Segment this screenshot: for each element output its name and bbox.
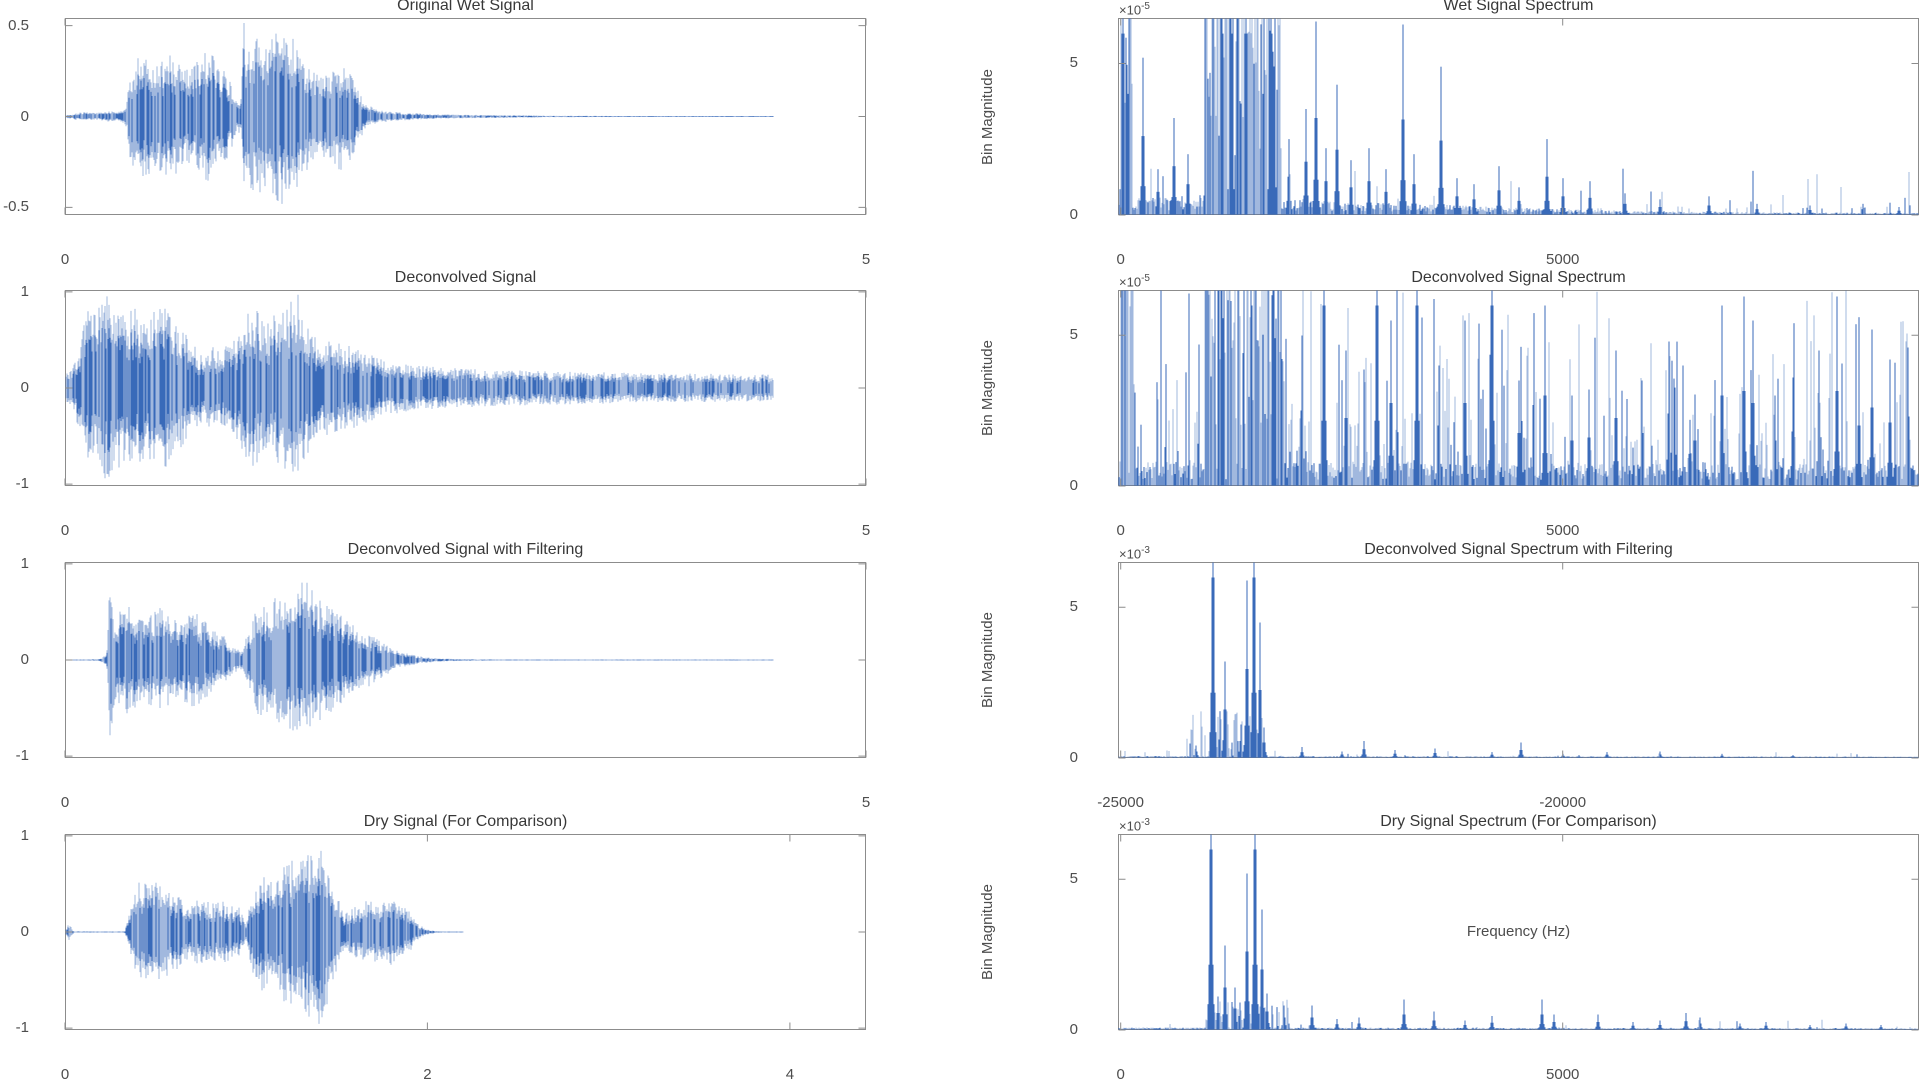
x-tick-label: 0	[1116, 1066, 1125, 1080]
x-tick-label: 5000	[1546, 1066, 1580, 1080]
x-tick-label: 4	[785, 1066, 795, 1080]
axes-box	[65, 834, 866, 1030]
axes-box	[1118, 562, 1919, 758]
tick-marks	[1118, 834, 1919, 1031]
tick-marks	[64, 18, 867, 215]
y-tick-label: 5	[1069, 54, 1078, 72]
series-light	[1118, 18, 1919, 215]
tick-marks	[64, 290, 867, 486]
exponent-power: -3	[1141, 545, 1150, 556]
plot-title: Wet Signal Spectrum	[1443, 0, 1594, 14]
plot-deconvolved-signal-spectrum-filtered	[1118, 562, 1919, 759]
series	[1118, 834, 1916, 1030]
x-tick-label: 5000	[1546, 251, 1580, 268]
exponent-power: -3	[1141, 817, 1150, 828]
exponent-power: -5	[1141, 273, 1150, 284]
x-tick-label: 0	[60, 522, 70, 539]
y-axis-label: Bin Magnitude	[979, 884, 996, 980]
plot-title: Deconvolved Signal Spectrum with Filteri…	[1364, 541, 1673, 558]
y-tick-label: 0	[20, 379, 29, 396]
x-tick-label: 0	[1116, 522, 1125, 539]
exponent-label: ×10-3	[1119, 817, 1150, 833]
exponent-label: ×10-5	[1119, 273, 1150, 289]
exponent-coeff: ×10	[1119, 2, 1142, 18]
y-tick-label: 0	[20, 107, 29, 125]
plot-title: Deconvolved Signal	[394, 269, 537, 286]
y-tick-label: 5	[1069, 326, 1078, 344]
tick-marks	[1118, 562, 1919, 759]
y-tick-label: 0	[1069, 477, 1078, 494]
x-tick-label: 5	[861, 522, 871, 539]
plot-deconvolved-signal	[64, 290, 867, 486]
y-tick-label: 5	[1069, 870, 1078, 888]
exponent-coeff: ×10	[1119, 274, 1142, 290]
y-tick-label: 1	[20, 282, 29, 300]
exponent-label: ×10-3	[1119, 545, 1150, 561]
plot-title: Original Wet Signal	[397, 0, 534, 14]
y-tick-label: 0	[20, 651, 29, 668]
series	[1123, 562, 1918, 758]
x-tick-label: 0	[60, 1066, 70, 1080]
y-axis-label: Bin Magnitude	[979, 68, 996, 165]
y-tick-label: 1	[20, 826, 29, 844]
y-tick-label: -1	[15, 747, 29, 765]
y-tick-label: 0	[1069, 206, 1078, 223]
plot-wet-signal-spectrum	[1118, 18, 1919, 216]
y-axis-label: Bin Magnitude	[979, 340, 996, 436]
x-tick-label: 5	[861, 251, 871, 268]
x-tick-label: 5	[861, 794, 871, 811]
plot-deconvolved-signal-filtered	[64, 562, 867, 758]
series	[1118, 290, 1919, 486]
plot-dry-signal	[64, 834, 866, 1030]
x-tick-label: -25000	[1097, 794, 1144, 811]
series-light	[65, 582, 774, 736]
x-tick-label: -20000	[1539, 794, 1587, 811]
y-tick-label: -1	[15, 1019, 29, 1037]
x-tick-label: 0	[1116, 251, 1125, 268]
plot-title: Deconvolved Signal Spectrum	[1411, 269, 1626, 286]
plot-title: Dry Signal (For Comparison)	[363, 813, 568, 830]
tick-marks	[64, 562, 867, 758]
y-tick-label: -1	[15, 475, 29, 493]
tick-marks	[1118, 290, 1919, 487]
plot-title: Deconvolved Signal with Filtering	[347, 541, 584, 558]
exponent-label: ×10-5	[1119, 1, 1150, 17]
exponent-coeff: ×10	[1119, 818, 1142, 834]
series-light	[1118, 562, 1919, 758]
plot-original-wet-signal	[64, 18, 867, 215]
series	[1119, 18, 1919, 215]
x-tick-label: 2	[423, 1066, 432, 1080]
plot-title: Dry Signal Spectrum (For Comparison)	[1380, 813, 1657, 830]
y-tick-label: 0.5	[8, 16, 29, 34]
tick-marks	[1118, 18, 1919, 216]
series	[67, 49, 774, 180]
tick-marks	[64, 834, 866, 1030]
y-tick-label: 0	[1069, 749, 1078, 766]
y-tick-label: 1	[20, 554, 29, 572]
x-tick-label: 0	[60, 794, 70, 811]
x-tick-label: 5000	[1546, 522, 1580, 539]
plot-dry-signal-spectrum	[1118, 834, 1919, 1031]
y-axis-label: Bin Magnitude	[979, 612, 996, 708]
exponent-power: -5	[1141, 1, 1150, 12]
y-tick-label: -0.5	[3, 198, 29, 216]
y-tick-label: 0	[1069, 1021, 1078, 1038]
plot-deconvolved-signal-spectrum	[1118, 290, 1919, 487]
y-tick-label: 5	[1069, 598, 1078, 616]
y-tick-label: 0	[20, 923, 29, 940]
x-tick-label: 0	[60, 251, 70, 268]
exponent-coeff: ×10	[1119, 546, 1142, 562]
frequency-axis-label: Frequency (Hz)	[1466, 923, 1571, 940]
